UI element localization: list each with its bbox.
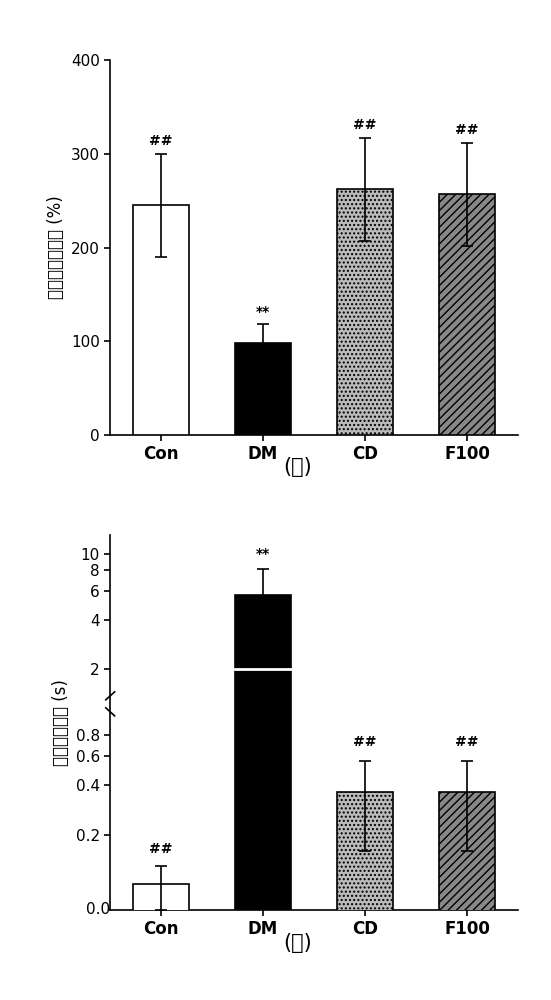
Text: (Ｂ): (Ｂ): [283, 933, 312, 953]
Text: **: **: [256, 547, 270, 561]
Text: ##: ##: [149, 134, 173, 148]
Bar: [133, 205, 189, 435]
Text: ##: ##: [455, 123, 479, 137]
Y-axis label: 血流变化百分比 (%): 血流变化百分比 (%): [47, 196, 65, 299]
Text: **: **: [256, 305, 270, 319]
Text: ##: ##: [353, 118, 377, 132]
Bar: [439, 194, 495, 435]
Text: ##: ##: [455, 735, 479, 749]
Text: ##: ##: [149, 842, 173, 856]
Y-axis label: 血流恢复时间 (s): 血流恢复时间 (s): [52, 679, 70, 766]
Bar: [337, 792, 393, 1000]
Bar: [133, 884, 189, 1000]
Bar: [439, 792, 495, 1000]
Bar: [235, 343, 291, 435]
Text: (ａ): (ａ): [283, 457, 312, 477]
Bar: [337, 189, 393, 435]
Text: 0.0: 0.0: [86, 902, 110, 918]
Text: ##: ##: [353, 735, 377, 749]
Bar: [235, 595, 291, 1000]
